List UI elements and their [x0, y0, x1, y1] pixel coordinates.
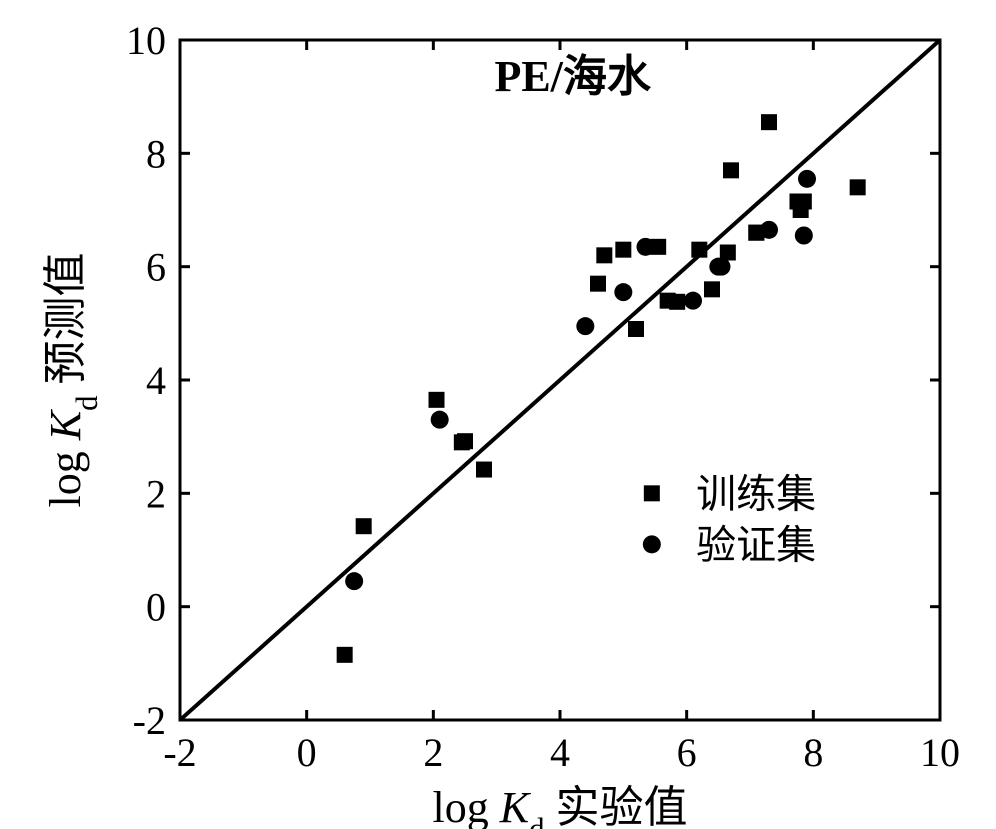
svg-text:4: 4 [146, 358, 166, 403]
svg-text:4: 4 [550, 730, 570, 775]
svg-text:2: 2 [146, 471, 166, 516]
svg-text:log Kd 实验值: log Kd 实验值 [433, 783, 688, 829]
svg-text:6: 6 [677, 730, 697, 775]
svg-text:0: 0 [297, 730, 317, 775]
svg-text:-2: -2 [133, 698, 166, 743]
svg-text:训练集: 训练集 [696, 471, 816, 516]
svg-text:8: 8 [803, 730, 823, 775]
svg-text:8: 8 [146, 131, 166, 176]
svg-text:10: 10 [920, 730, 960, 775]
svg-text:2: 2 [423, 730, 443, 775]
svg-text:0: 0 [146, 585, 166, 630]
svg-text:-2: -2 [163, 730, 196, 775]
svg-text:6: 6 [146, 245, 166, 290]
chart-container: -2 0 2 4 6 8 10 -2 0 2 4 6 8 10 log Kd 实验值 log Kd 预测值 PE… [0, 0, 996, 829]
svg-text:10: 10 [126, 18, 166, 63]
svg-text:PE/海水: PE/海水 [494, 52, 651, 101]
scatter-chart: -2 0 2 4 6 8 10 -2 0 2 4 6 8 10 log Kd 实验值 log Kd 预测值 PE… [0, 0, 996, 829]
svg-text:验证集: 验证集 [696, 522, 816, 567]
svg-text:log Kd 预测值: log Kd 预测值 [41, 253, 104, 508]
